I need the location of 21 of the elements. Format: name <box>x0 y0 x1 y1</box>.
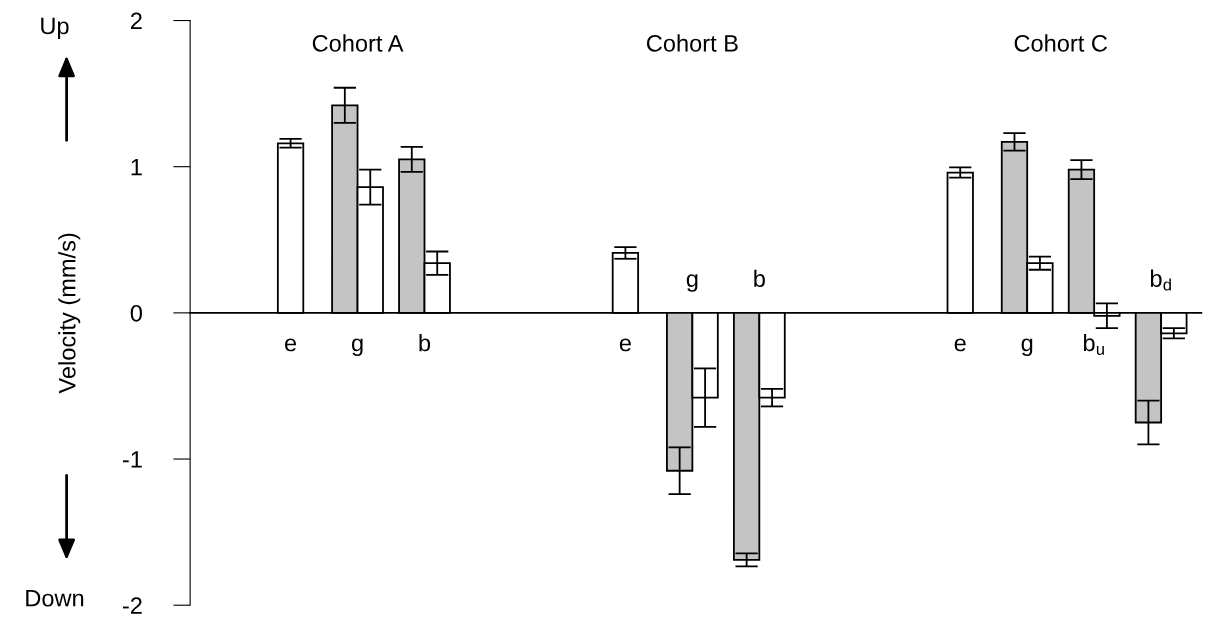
y-tick-label: -2 <box>122 597 142 614</box>
x-tick-label: g <box>351 338 363 357</box>
annotation: Cohort C <box>1014 34 1108 52</box>
annotation: Cohort A <box>312 34 404 52</box>
text: Up <box>41 17 69 39</box>
annotation: Cohort B <box>646 34 738 52</box>
y-tick-label: 2 <box>130 12 142 30</box>
x-tick-label: e <box>619 338 631 352</box>
text: Down <box>26 590 84 607</box>
x-tick-label: b$_{u}$ <box>1084 333 1104 355</box>
x-tick-label: g <box>686 274 698 292</box>
y-tick-label: 1 <box>131 159 142 176</box>
x-tick-label: e <box>954 338 966 352</box>
x-tick-label: b$_{d}$ <box>1150 269 1171 291</box>
x-tick-label: b <box>754 269 765 288</box>
y-tick-label: 0 <box>130 304 142 322</box>
x-tick-label: e <box>285 338 297 352</box>
y-tick-label: -1 <box>122 451 142 468</box>
y-axis-title: Velocity (mm/s) <box>58 233 81 394</box>
x-tick-label: g <box>1021 338 1033 357</box>
x-tick-label: b <box>419 334 431 352</box>
